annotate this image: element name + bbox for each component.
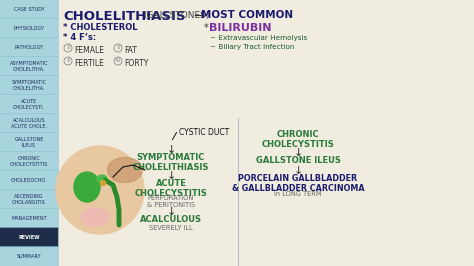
Circle shape (56, 146, 144, 234)
FancyBboxPatch shape (0, 189, 58, 210)
Text: in LONG TERM: in LONG TERM (274, 191, 322, 197)
Text: FEMALE: FEMALE (74, 46, 104, 55)
FancyBboxPatch shape (0, 227, 58, 247)
Text: ~ Extravascular Hemolysis: ~ Extravascular Hemolysis (210, 35, 307, 41)
Text: GALLSTONE ILEUS: GALLSTONE ILEUS (255, 156, 340, 165)
Text: 40: 40 (115, 59, 121, 64)
Text: * 4 F’s:: * 4 F’s: (63, 33, 96, 42)
Text: ♀: ♀ (66, 45, 70, 51)
Text: ↓: ↓ (293, 166, 303, 176)
FancyBboxPatch shape (0, 171, 58, 190)
FancyBboxPatch shape (0, 0, 58, 19)
Ellipse shape (97, 175, 107, 183)
Text: ↓: ↓ (166, 207, 176, 217)
Text: PERFORATION
& PERITONITIS: PERFORATION & PERITONITIS (147, 195, 195, 208)
Text: (GALLSTONES): (GALLSTONES) (143, 11, 210, 20)
FancyBboxPatch shape (0, 132, 58, 152)
Text: REVIEW: REVIEW (18, 235, 40, 240)
Text: SUMMARY: SUMMARY (17, 254, 41, 259)
Text: CHRONIC
CHOLECYSTITIS: CHRONIC CHOLECYSTITIS (10, 156, 48, 167)
Text: CASE STUDY: CASE STUDY (14, 7, 44, 12)
Text: GALLSTONE
ILEUS: GALLSTONE ILEUS (14, 137, 44, 148)
FancyBboxPatch shape (0, 38, 58, 57)
Text: CYSTIC DUCT: CYSTIC DUCT (179, 128, 229, 137)
Text: ♀: ♀ (66, 59, 70, 64)
Text: ↓: ↓ (166, 145, 176, 155)
Text: ACALCULOUS: ACALCULOUS (140, 215, 202, 224)
Text: PORCELAIN GALLBLADDER
& GALLBLADDER CARCINOMA: PORCELAIN GALLBLADDER & GALLBLADDER CARC… (232, 174, 365, 193)
FancyBboxPatch shape (0, 114, 58, 134)
Text: CHOLEDOCHO.: CHOLEDOCHO. (11, 178, 47, 183)
Text: ~ Biliary Tract Infection: ~ Biliary Tract Infection (210, 44, 294, 50)
Text: CHOLELITHIASIS: CHOLELITHIASIS (63, 10, 185, 23)
Text: MANAGEMENT: MANAGEMENT (11, 216, 47, 221)
Text: ACALCULOUS
ACUTE CHOLE.: ACALCULOUS ACUTE CHOLE. (11, 118, 47, 129)
Text: * CHOLESTEROL: * CHOLESTEROL (63, 23, 137, 32)
Text: *: * (204, 23, 209, 33)
Text: FORTY: FORTY (124, 59, 148, 68)
FancyBboxPatch shape (0, 94, 58, 114)
Text: SEVERELY ILL: SEVERELY ILL (149, 225, 193, 231)
Text: →: → (193, 10, 203, 23)
FancyBboxPatch shape (0, 56, 58, 77)
Ellipse shape (81, 208, 109, 226)
Text: ASCENDING
CHOLANGITIS: ASCENDING CHOLANGITIS (12, 194, 46, 205)
Text: ↓: ↓ (293, 148, 303, 158)
Text: FAT: FAT (124, 46, 137, 55)
Text: SYMPTOMATIC
CHOLELITHIASIS: SYMPTOMATIC CHOLELITHIASIS (133, 153, 209, 172)
Text: ↓: ↓ (166, 171, 176, 181)
FancyBboxPatch shape (0, 76, 58, 95)
Ellipse shape (108, 157, 143, 182)
Text: MOST COMMON: MOST COMMON (201, 10, 293, 20)
Circle shape (100, 181, 106, 185)
FancyBboxPatch shape (0, 247, 58, 266)
Text: PHYSIOLOGY: PHYSIOLOGY (14, 26, 45, 31)
Text: ACUTE
CHOLECYSTI.: ACUTE CHOLECYSTI. (13, 99, 45, 110)
Text: BILIRUBIN: BILIRUBIN (209, 23, 272, 33)
Text: SYMPTOMATIC
CHOLELITHA.: SYMPTOMATIC CHOLELITHA. (11, 80, 46, 91)
Text: ACUTE
CHOLECYSTITIS: ACUTE CHOLECYSTITIS (135, 179, 207, 198)
FancyBboxPatch shape (0, 209, 58, 228)
Text: PATHOLOGY: PATHOLOGY (15, 45, 44, 50)
FancyBboxPatch shape (0, 19, 58, 39)
Text: FERTILE: FERTILE (74, 59, 104, 68)
Text: ♀: ♀ (116, 45, 120, 51)
Ellipse shape (74, 172, 100, 202)
FancyBboxPatch shape (0, 152, 58, 172)
Text: CHRONIC
CHOLECYSTITIS: CHRONIC CHOLECYSTITIS (262, 130, 334, 149)
Text: ASYMPTOMATIC
CHOLELITHA.: ASYMPTOMATIC CHOLELITHA. (10, 61, 48, 72)
